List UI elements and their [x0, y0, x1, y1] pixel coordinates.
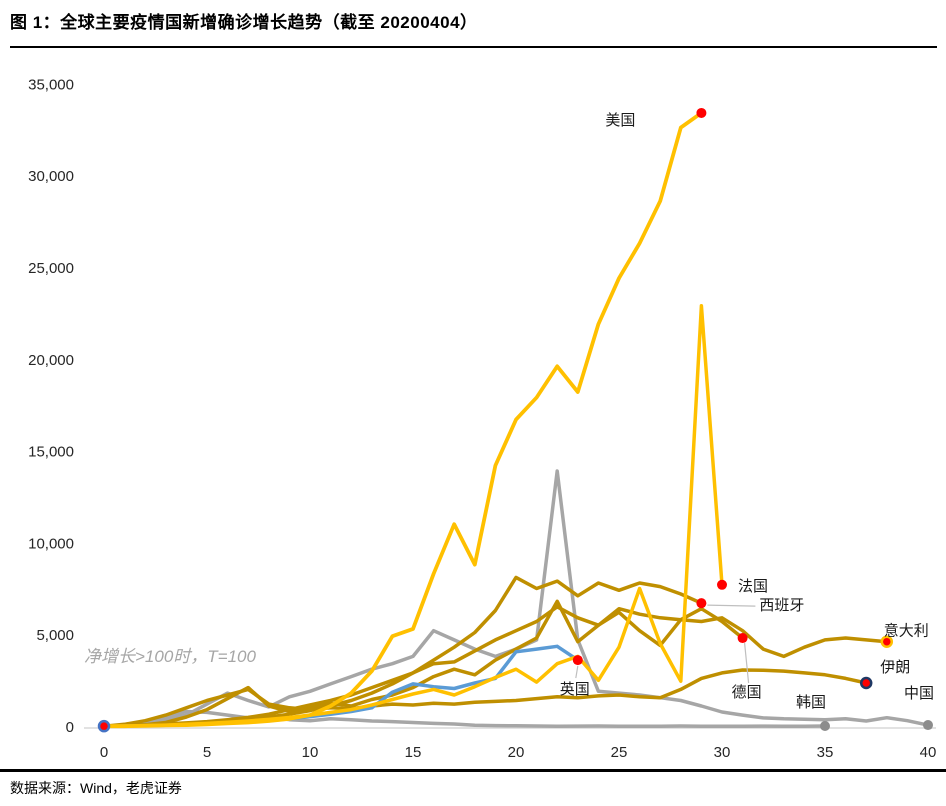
series-label-spain: 西班牙	[759, 597, 804, 614]
endpoint-marker-korea	[820, 720, 830, 731]
endpoint-marker-iran	[859, 676, 873, 690]
endpoint-marker-germany	[737, 633, 748, 644]
endpoint-marker-uk	[572, 655, 583, 666]
endpoint-marker-spain	[696, 598, 707, 609]
series-label-usa: 美国	[605, 112, 635, 129]
label-leader-germany	[744, 642, 750, 684]
title-underline	[10, 46, 937, 48]
series-label-germany: 德国	[732, 683, 762, 701]
x-tick-label: 15	[405, 744, 422, 761]
endpoint-marker-usa	[696, 107, 707, 118]
endpoint-marker-france	[717, 579, 727, 590]
x-tick-label: 25	[611, 744, 628, 761]
x-tick-label: 35	[817, 744, 834, 761]
y-tick-label: 5,000	[36, 627, 74, 644]
y-tick-label: 10,000	[28, 535, 74, 552]
series-line-germany	[102, 599, 745, 728]
y-tick-label: 0	[66, 719, 74, 736]
x-tick-label: 10	[302, 744, 319, 761]
x-tick-label: 20	[508, 744, 525, 761]
series-line-korea	[102, 709, 827, 729]
label-leader-uk	[575, 665, 579, 679]
data-source: 数据来源：Wind，老虎证券	[10, 780, 182, 796]
series-label-france: 法国	[738, 578, 768, 595]
x-tick-label: 30	[714, 744, 731, 761]
endpoint-marker-china	[923, 720, 933, 731]
x-tick-label: 40	[920, 744, 937, 761]
endpoint-marker-italy	[880, 635, 894, 648]
y-tick-label: 20,000	[28, 352, 74, 369]
label-leader-spain	[707, 604, 756, 607]
series-label-korea: 韩国	[796, 694, 826, 711]
figure-title: 图 1：全球主要疫情国新增确诊增长趋势（截至 20200404）	[10, 13, 478, 32]
y-tick-label: 35,000	[28, 76, 74, 93]
series-line-iran	[102, 668, 868, 728]
footer-separator	[0, 769, 946, 772]
series-label-uk: 英国	[560, 680, 590, 698]
y-tick-label: 15,000	[28, 444, 74, 461]
x-tick-label: 5	[203, 744, 211, 761]
y-tick-label: 25,000	[28, 260, 74, 277]
series-label-china: 中国	[904, 685, 934, 702]
origin-marker	[97, 719, 111, 733]
chart-annotation: 净增长>100时，T=100	[84, 647, 256, 666]
series-label-italy: 意大利	[884, 622, 929, 640]
series-line-usa	[102, 111, 704, 729]
y-tick-label: 30,000	[28, 168, 74, 185]
series-label-iran: 伊朗	[880, 659, 910, 676]
x-tick-label: 0	[100, 744, 108, 761]
